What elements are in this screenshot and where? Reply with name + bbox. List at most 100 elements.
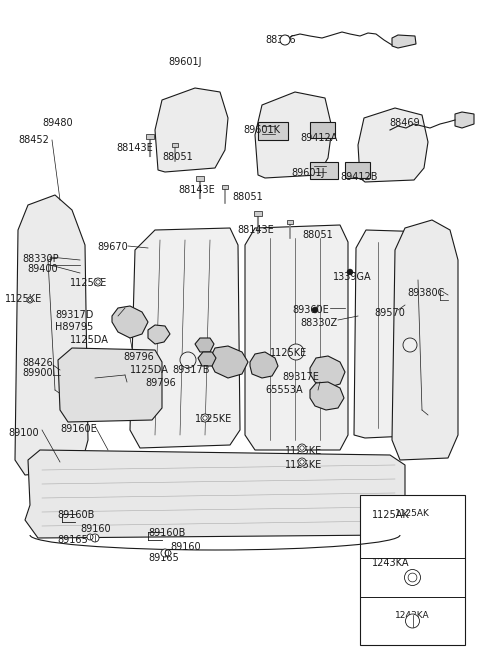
Circle shape (312, 307, 318, 313)
Text: 89412A: 89412A (300, 133, 337, 143)
Circle shape (96, 280, 100, 284)
Text: 89165: 89165 (148, 553, 179, 563)
Text: 89317E: 89317E (282, 372, 319, 382)
Circle shape (91, 534, 99, 542)
Text: 88330P: 88330P (22, 254, 59, 264)
Bar (172, 143, 178, 147)
Polygon shape (58, 348, 162, 422)
Text: 89412B: 89412B (340, 172, 377, 182)
Bar (310, 122, 335, 138)
Text: 1125KE: 1125KE (70, 278, 107, 288)
Text: 89570: 89570 (374, 308, 405, 318)
Circle shape (28, 298, 32, 302)
Circle shape (347, 269, 353, 275)
Text: 88366: 88366 (265, 35, 296, 45)
Text: 89601K: 89601K (243, 125, 280, 135)
Bar (287, 220, 293, 224)
Bar (345, 162, 370, 178)
Text: 88143E: 88143E (178, 185, 215, 195)
Polygon shape (112, 306, 148, 338)
Text: 1243KA: 1243KA (395, 611, 430, 619)
Bar (258, 122, 288, 140)
Text: H89795: H89795 (55, 322, 93, 332)
Polygon shape (310, 356, 345, 388)
Text: 89380C: 89380C (407, 288, 444, 298)
Polygon shape (245, 225, 348, 450)
Polygon shape (195, 338, 214, 352)
Text: 89360E: 89360E (292, 305, 329, 315)
Bar (360, 495, 465, 645)
Polygon shape (130, 228, 240, 448)
Circle shape (180, 352, 196, 368)
Text: 88143E: 88143E (237, 225, 274, 235)
Text: 89160E: 89160E (60, 424, 97, 434)
Circle shape (161, 549, 169, 557)
Polygon shape (25, 450, 405, 538)
Circle shape (406, 614, 420, 628)
Polygon shape (210, 346, 248, 378)
Bar (222, 185, 228, 189)
Text: 89160B: 89160B (57, 510, 95, 520)
Text: 89601J: 89601J (291, 168, 324, 178)
Bar (254, 211, 262, 216)
Text: 89480: 89480 (42, 118, 72, 128)
Text: 88426: 88426 (22, 358, 53, 368)
Text: 1125KE: 1125KE (195, 414, 232, 424)
Text: 89160: 89160 (170, 542, 201, 552)
Text: 88051: 88051 (302, 230, 333, 240)
Text: 1125KE: 1125KE (285, 460, 322, 470)
Circle shape (405, 569, 420, 586)
Text: 89165: 89165 (57, 535, 88, 545)
Text: 89160B: 89160B (148, 528, 185, 538)
Polygon shape (358, 108, 428, 182)
Polygon shape (392, 220, 458, 460)
Text: 89796: 89796 (145, 378, 176, 388)
Bar (146, 134, 154, 139)
Circle shape (403, 338, 417, 352)
Text: 1125DA: 1125DA (70, 335, 109, 345)
Circle shape (300, 460, 304, 464)
Polygon shape (155, 88, 228, 172)
Text: 1243KA: 1243KA (372, 558, 409, 568)
Text: 89400: 89400 (27, 264, 58, 274)
Text: 88051: 88051 (162, 152, 193, 162)
Polygon shape (148, 325, 170, 344)
Text: 88330Z: 88330Z (300, 318, 337, 328)
Circle shape (201, 414, 209, 422)
Circle shape (288, 344, 304, 360)
Circle shape (94, 278, 102, 286)
Polygon shape (255, 92, 332, 178)
Polygon shape (310, 382, 344, 410)
Circle shape (280, 35, 290, 45)
Polygon shape (455, 112, 474, 128)
Text: 65553A: 65553A (265, 385, 302, 395)
Text: 1125KE: 1125KE (285, 446, 322, 456)
Text: 89317B: 89317B (172, 365, 209, 375)
Text: 89100: 89100 (8, 428, 38, 438)
Text: 1125AK: 1125AK (395, 508, 430, 518)
Text: 88469: 88469 (389, 118, 420, 128)
Text: 1125DA: 1125DA (130, 365, 169, 375)
Text: 1125KE: 1125KE (270, 348, 307, 358)
Circle shape (300, 446, 304, 450)
Text: 89601J: 89601J (168, 57, 202, 67)
Circle shape (298, 458, 306, 466)
Polygon shape (354, 230, 440, 438)
Circle shape (27, 297, 33, 303)
Text: 89670: 89670 (97, 242, 128, 252)
Text: 89900: 89900 (22, 368, 53, 378)
Text: 1125KE: 1125KE (5, 294, 42, 304)
Polygon shape (392, 35, 416, 48)
Text: 89317D: 89317D (55, 310, 94, 320)
Text: 1339GA: 1339GA (333, 272, 372, 282)
Circle shape (203, 416, 207, 420)
Text: 89796: 89796 (123, 352, 154, 362)
Bar (196, 176, 204, 181)
Polygon shape (15, 195, 88, 475)
Circle shape (87, 534, 93, 540)
Text: 88452: 88452 (18, 135, 49, 145)
Text: 88051: 88051 (232, 192, 263, 202)
Bar (310, 162, 338, 179)
Text: 89160: 89160 (80, 524, 110, 534)
Polygon shape (250, 352, 278, 378)
